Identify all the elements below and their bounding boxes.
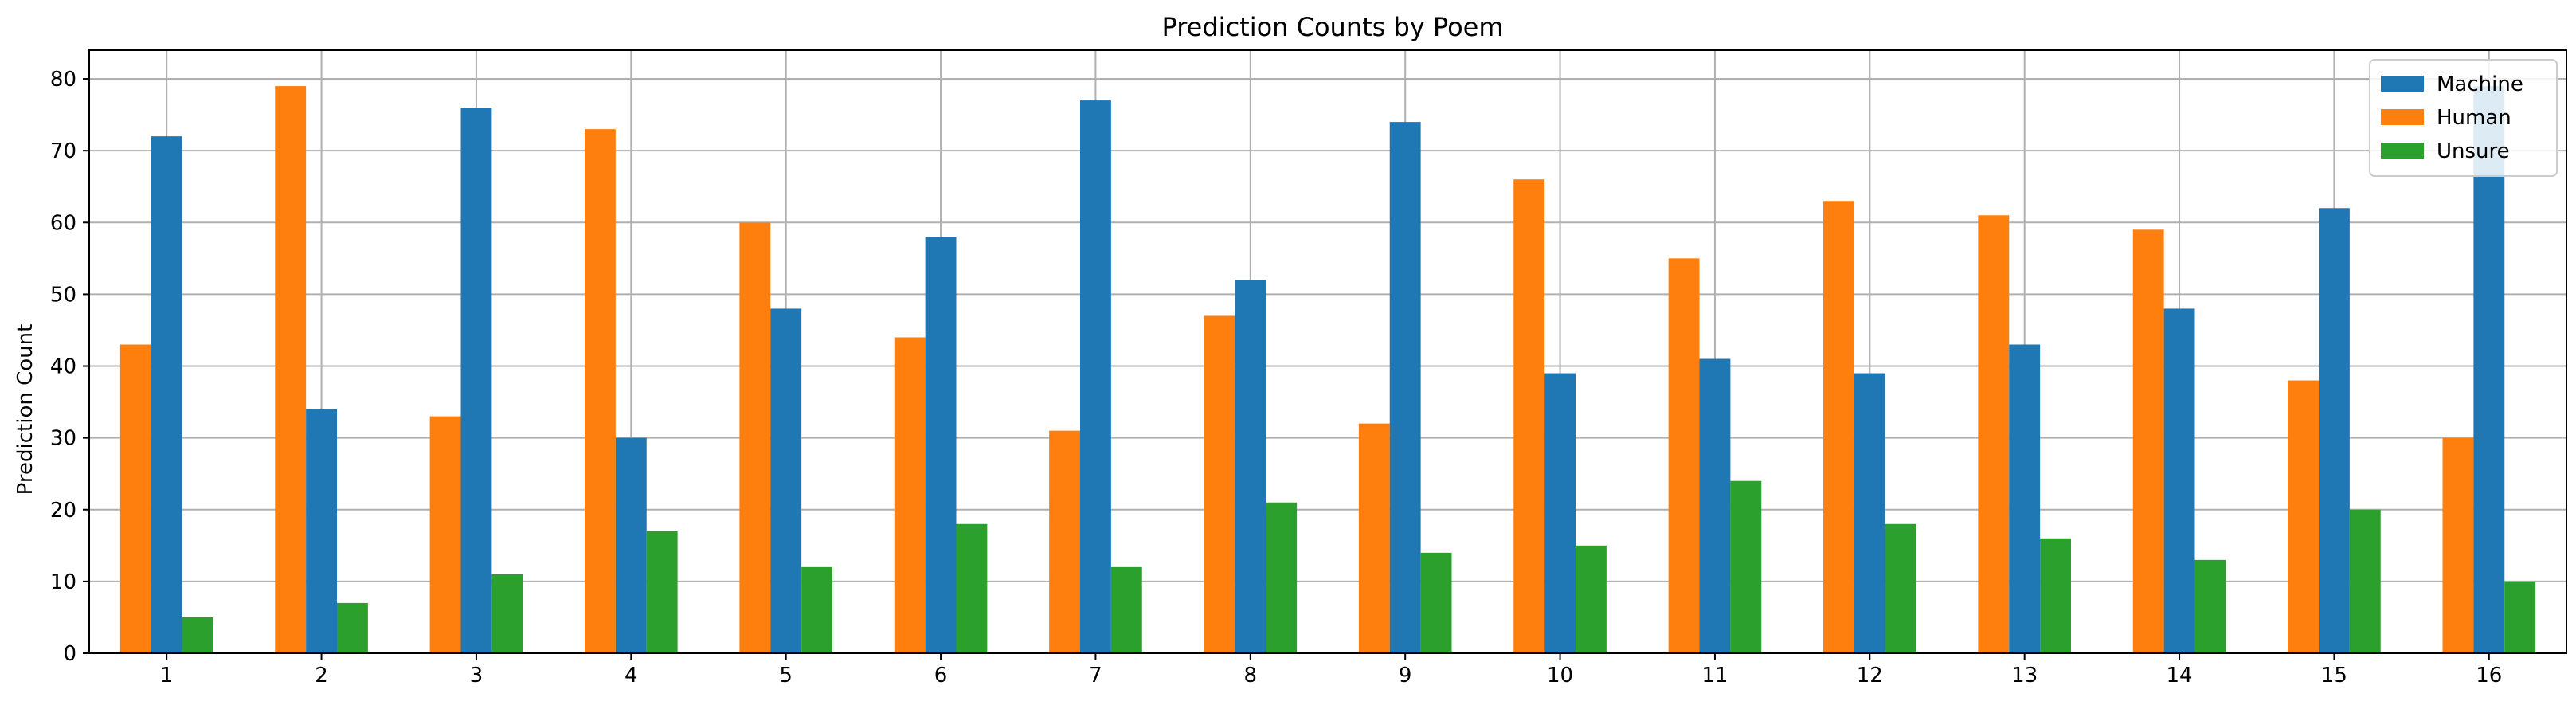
x-tick-label: 4 (624, 664, 638, 687)
bar-unsure (2194, 559, 2226, 653)
bar-machine (2473, 86, 2505, 654)
x-tick-label: 7 (1089, 664, 1102, 687)
bar-unsure (491, 574, 523, 653)
bar-machine (460, 108, 492, 654)
x-tick-label: 5 (779, 664, 793, 687)
bar-unsure (337, 602, 368, 653)
bar-machine (306, 409, 337, 653)
chart-title: Prediction Counts by Poem (1161, 12, 1503, 42)
x-tick-label: 16 (2476, 664, 2502, 687)
x-tick-label: 10 (1547, 664, 1573, 687)
y-tick-label: 0 (63, 642, 76, 666)
bar-unsure (646, 531, 678, 653)
bar-machine (1235, 280, 1266, 653)
legend-label-unsure: Unsure (2437, 139, 2510, 163)
y-tick-label: 80 (50, 68, 76, 92)
bar-unsure (2349, 509, 2381, 653)
legend-swatch-machine (2381, 76, 2424, 92)
plot-frame (88, 49, 2567, 654)
y-tick-label: 10 (50, 570, 76, 594)
bar-human (2288, 380, 2319, 653)
bar-unsure (1110, 566, 1142, 653)
bar-human (1668, 258, 1700, 653)
bar-unsure (801, 566, 832, 653)
x-tick-label: 6 (934, 664, 948, 687)
x-tick-label: 14 (2167, 664, 2193, 687)
x-tick-label: 8 (1244, 664, 1258, 687)
y-tick-label: 40 (50, 355, 76, 379)
bar-unsure (1420, 552, 1452, 653)
bar-unsure (956, 523, 988, 653)
bar-machine (1854, 373, 1885, 653)
bar-unsure (1730, 480, 1762, 653)
bar-unsure (1576, 545, 1607, 653)
y-tick-label: 30 (50, 427, 76, 451)
bar-human (2132, 229, 2164, 653)
x-tick-label: 11 (1701, 664, 1728, 687)
y-tick-label: 60 (50, 211, 76, 235)
legend-label-machine: Machine (2437, 72, 2523, 96)
y-tick-label: 70 (50, 139, 76, 163)
bar-machine (925, 237, 957, 653)
bar-human (585, 129, 616, 653)
y-axis-label: Prediction Count (14, 324, 37, 495)
bar-human (2442, 437, 2474, 653)
bar-machine (770, 308, 802, 653)
bar-human (275, 86, 307, 654)
legend: Machine Human Unsure (2369, 59, 2558, 177)
y-tick-label: 50 (50, 283, 76, 307)
bar-human (429, 416, 461, 653)
bar-machine (1544, 373, 1576, 653)
legend-swatch-human (2381, 109, 2424, 125)
bar-machine (2319, 208, 2350, 653)
bar-machine (615, 437, 647, 653)
bar-machine (2009, 344, 2041, 653)
bar-unsure (2504, 581, 2536, 653)
bar-human (1049, 430, 1080, 653)
x-tick-label: 2 (315, 664, 328, 687)
legend-label-human: Human (2437, 106, 2511, 130)
bar-machine (1389, 122, 1421, 654)
x-tick-label: 9 (1399, 664, 1412, 687)
bar-human (119, 344, 151, 653)
x-tick-label: 3 (470, 664, 483, 687)
bar-machine (151, 136, 182, 654)
bar-machine (2163, 308, 2195, 653)
x-tick-label: 13 (2011, 664, 2038, 687)
bar-unsure (1266, 502, 1298, 653)
x-tick-label: 12 (1857, 664, 1883, 687)
bar-human (1823, 201, 1854, 653)
bar-unsure (182, 617, 213, 653)
bar-machine (1080, 100, 1111, 654)
bar-human (1358, 423, 1390, 653)
bar-unsure (1885, 523, 1916, 653)
x-tick-label: 1 (160, 664, 174, 687)
bar-unsure (2040, 538, 2071, 653)
bar-human (739, 222, 771, 653)
y-tick-label: 20 (50, 499, 76, 523)
bar-human (1513, 179, 1545, 653)
bar-human (894, 337, 926, 653)
x-tick-label: 15 (2321, 664, 2347, 687)
legend-swatch-unsure (2381, 143, 2424, 159)
bars (119, 86, 2536, 654)
bar-machine (1699, 358, 1731, 653)
bar-human (1204, 315, 1235, 653)
bar-human (1978, 215, 2010, 653)
